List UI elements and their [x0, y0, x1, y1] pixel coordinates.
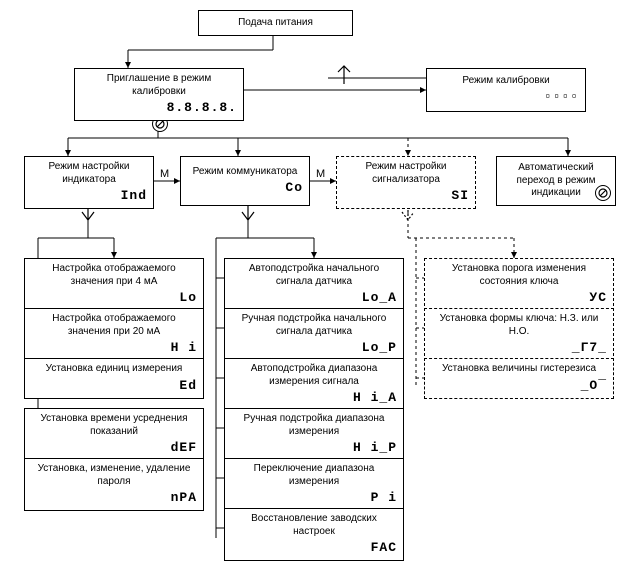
node-title: Автоподстройка диапазона измерения сигна… — [231, 363, 397, 388]
seven-seg-label: H i — [31, 340, 197, 356]
seven-seg-label: FAC — [231, 540, 397, 556]
node-title: Настройка отображаемого значения при 4 м… — [31, 263, 197, 288]
node-comm: Режим коммуникатораCo — [180, 156, 310, 206]
node-title: Режим коммуникатора — [187, 166, 303, 179]
seven-seg-label: H i_A — [231, 390, 397, 406]
seven-seg-label: dEF — [31, 440, 197, 456]
node-ind5: Установка, изменение, удаление пароля nPA — [24, 458, 204, 511]
node-co4: Ручная подстройка диапазона измерения H i… — [224, 408, 404, 461]
node-title: Установка величины гистерезиса — [431, 363, 607, 376]
node-title: Восстановление заводских настроек — [231, 513, 397, 538]
seven-seg-label: SI — [343, 188, 469, 204]
node-si1: Установка порога изменения состояния клю… — [424, 258, 614, 311]
m-label-2: M — [314, 168, 327, 180]
seven-seg-label: P i — [231, 490, 397, 506]
seven-seg-label: 8.8.8.8. — [81, 100, 237, 116]
node-si3: Установка величины гистерезиса _О¯ — [424, 358, 614, 399]
node-sig: Режим настройки сигнализатора SI — [336, 156, 476, 209]
node-title: Подача питания — [205, 17, 346, 30]
node-co2: Ручная подстройка начального сигнала дат… — [224, 308, 404, 361]
node-ind2: Настройка отображаемого значения при 20 … — [24, 308, 204, 361]
node-ind: Режим настройки индикатора Ind — [24, 156, 154, 209]
seven-seg-label: Ind — [31, 188, 147, 204]
seven-seg-label: ▫▫▫▫ — [433, 89, 579, 105]
node-title: Установка единиц измерения — [31, 363, 197, 376]
node-co1: Автоподстройка начального сигнала датчик… — [224, 258, 404, 311]
node-title: Установка, изменение, удаление пароля — [31, 463, 197, 488]
seven-seg-label: Co — [187, 180, 303, 196]
node-title: Ручная подстройка диапазона измерения — [231, 413, 397, 438]
flowchart-canvas: { "nodes": { "power": { "text": "Подача … — [8, 8, 621, 542]
node-title: Приглашение в режим калибровки — [81, 73, 237, 98]
node-power: Подача питания — [198, 10, 353, 36]
seven-seg-label: УС — [431, 290, 607, 306]
no-entry-icon — [595, 185, 611, 201]
node-title: Ручная подстройка начального сигнала дат… — [231, 313, 397, 338]
seven-seg-label: Lo_P — [231, 340, 397, 356]
seven-seg-label: _Г7_ — [431, 340, 607, 356]
node-calib: Режим калибровки▫▫▫▫ — [426, 68, 586, 112]
node-auto: Автоматический переход в режим индикации — [496, 156, 616, 206]
seven-seg-label: H i_P — [231, 440, 397, 456]
node-title: Режим калибровки — [433, 75, 579, 88]
node-co5: Переключение диапазона измерения P i — [224, 458, 404, 511]
node-title: Установка порога изменения состояния клю… — [431, 263, 607, 288]
seven-seg-label: Lo — [31, 290, 197, 306]
seven-seg-label: _О¯ — [431, 378, 607, 394]
seven-seg-label: Ed — [31, 378, 197, 394]
node-title: Переключение диапазона измерения — [231, 463, 397, 488]
node-title: Режим настройки сигнализатора — [343, 161, 469, 186]
node-invite: Приглашение в режим калибровки 8.8.8.8. — [74, 68, 244, 121]
node-title: Установка формы ключа: Н.З. или Н.О. — [431, 313, 607, 338]
seven-seg-label: nPA — [31, 490, 197, 506]
node-co3: Автоподстройка диапазона измерения сигна… — [224, 358, 404, 411]
node-co6: Восстановление заводских настроек FAC — [224, 508, 404, 561]
node-title: Настройка отображаемого значения при 20 … — [31, 313, 197, 338]
node-ind3: Установка единиц измерения Ed — [24, 358, 204, 399]
m-label-1: M — [158, 168, 171, 180]
node-ind1: Настройка отображаемого значения при 4 м… — [24, 258, 204, 311]
node-title: Режим настройки индикатора — [31, 161, 147, 186]
node-title: Установка времени усреднения показаний — [31, 413, 197, 438]
node-si2: Установка формы ключа: Н.З. или Н.О. _Г7_ — [424, 308, 614, 361]
node-ind4: Установка времени усреднения показаний dE… — [24, 408, 204, 461]
seven-seg-label: Lo_A — [231, 290, 397, 306]
node-title: Автоподстройка начального сигнала датчик… — [231, 263, 397, 288]
node-title: Автоматический переход в режим индикации — [503, 162, 609, 200]
